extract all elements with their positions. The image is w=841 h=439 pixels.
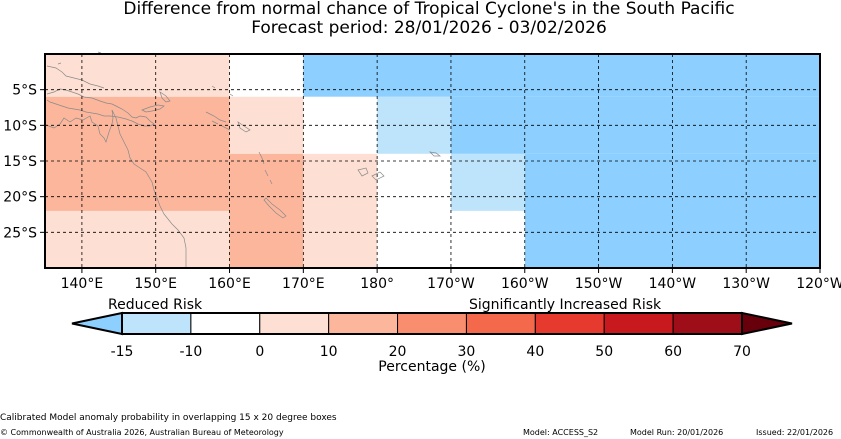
lon-tick-label: 170°W xyxy=(427,276,475,292)
lat-tick-label: 15°S xyxy=(3,154,37,170)
map-title: Difference from normal chance of Tropica… xyxy=(123,0,735,19)
lon-tick-label: 150°E xyxy=(134,276,177,292)
colorbar-tick-label: 30 xyxy=(458,344,476,360)
lon-tick-label: 160°E xyxy=(208,276,251,292)
anomaly-cell-10 xyxy=(377,153,451,268)
solomon-islands-coastline xyxy=(205,111,251,133)
model-name: Model: ACCESS_S2 xyxy=(523,428,599,437)
colorbar-high-arrow xyxy=(741,311,793,336)
new-caledonia-coastline xyxy=(263,197,287,219)
fiji-coastline xyxy=(357,167,385,181)
colorbar-bin--15--10 xyxy=(121,312,192,335)
colorbar-outline xyxy=(121,312,743,335)
colorbar-tick-label: -15 xyxy=(111,344,134,360)
lat-tick-label: 20°S xyxy=(3,190,37,206)
lon-tick-label: 150°W xyxy=(575,276,623,292)
map-frame xyxy=(44,53,821,269)
colorbar-tick-label: 50 xyxy=(595,344,613,360)
forecast-period: Forecast period: 28/01/2026 - 03/02/2026 xyxy=(251,18,607,38)
issued-date: Issued: 22/01/2026 xyxy=(756,428,834,437)
new-guinea-coastline xyxy=(46,88,155,127)
anomaly-cell-13 xyxy=(45,210,230,268)
small-islands xyxy=(57,51,234,97)
copyright-notice: © Commonwealth of Australia 2026, Austra… xyxy=(0,428,284,437)
colorbar-bin-50-60 xyxy=(603,312,674,335)
colorbar-tick-label: 0 xyxy=(255,344,264,360)
lon-tick-label: 140°E xyxy=(61,276,104,292)
lon-tick-label: 180° xyxy=(360,276,394,292)
colorbar-tick-label: 60 xyxy=(664,344,682,360)
vanuatu-coastline xyxy=(258,151,273,185)
lat-tick-label: 5°S xyxy=(12,83,37,99)
increased-risk-label: Significantly Increased Risk xyxy=(469,297,662,313)
anomaly-cell-2 xyxy=(303,54,820,97)
anomaly-cell-8 xyxy=(229,153,304,268)
new-guinea-north-coast xyxy=(46,65,105,89)
anomaly-cell-11 xyxy=(450,153,525,211)
australia-coastline xyxy=(45,109,187,268)
reduced-risk-label: Reduced Risk xyxy=(108,297,203,313)
colorbar-bin-10-20 xyxy=(328,312,399,335)
colorbar: -15 -10 0 10 20 30 40 50 60 70 xyxy=(71,311,793,360)
colorbar-low-arrow xyxy=(71,311,123,336)
colorbar-bin--10-0 xyxy=(190,312,261,335)
new-ireland-coastline xyxy=(159,91,171,103)
anomaly-cell-9 xyxy=(303,153,378,268)
lat-tick-label: 10°S xyxy=(3,118,37,134)
model-run-date: Model Run: 20/01/2026 xyxy=(630,428,724,437)
lon-tick-label: 170°E xyxy=(282,276,325,292)
colorbar-bin-40-50 xyxy=(534,312,605,335)
colorbar-tick-label: 40 xyxy=(526,344,544,360)
lon-tick-label: 130°W xyxy=(722,276,770,292)
lon-tick-label: 140°W xyxy=(649,276,697,292)
lon-tick-label: 120°W xyxy=(796,276,841,292)
samoa-coastline xyxy=(428,151,442,157)
anomaly-cell-0 xyxy=(45,54,230,97)
anomaly-cell-1 xyxy=(229,54,304,97)
new-britain-coastline xyxy=(141,104,165,113)
colorbar-tick-label: 20 xyxy=(389,344,407,360)
colorbar-tick-label: -10 xyxy=(179,344,202,360)
colorbar-tick-label: 70 xyxy=(733,344,751,360)
colorbar-tick-label: 10 xyxy=(320,344,338,360)
colorbar-bin-30-40 xyxy=(465,312,536,335)
colorbar-bin-0-10 xyxy=(259,312,330,335)
colorbar-unit-label: Percentage (%) xyxy=(378,359,485,375)
lon-tick-label: 160°W xyxy=(501,276,549,292)
anomaly-cell-14 xyxy=(450,210,525,268)
footnote: Calibrated Model anomaly probability in … xyxy=(0,413,337,423)
anomaly-cell-3 xyxy=(45,96,230,211)
lat-tick-label: 25°S xyxy=(3,225,37,241)
axis-ticks: 140°E 150°E 160°E 170°E 180° 170°W 160°W 150°W 1… xyxy=(3,83,841,292)
coastlines xyxy=(45,51,442,268)
colorbar-bin-20-30 xyxy=(397,312,467,335)
colorbar-bin-60-70 xyxy=(672,312,743,335)
